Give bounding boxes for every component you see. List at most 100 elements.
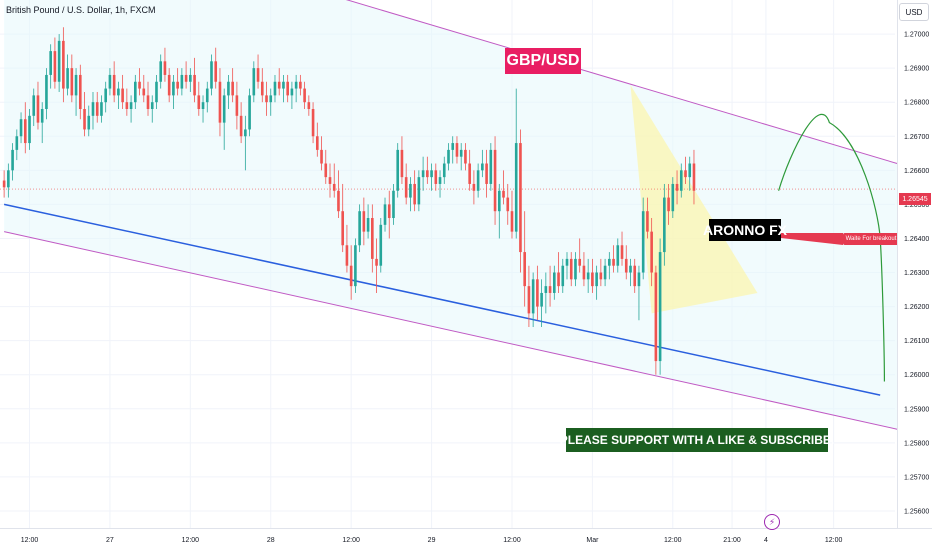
time-tick-label: 12:00: [503, 537, 521, 544]
candles: [2, 27, 696, 375]
candle-body: [345, 245, 349, 266]
candle-body: [404, 177, 408, 198]
candle-body: [612, 258, 615, 266]
candle-body: [396, 149, 400, 191]
candle-body: [142, 88, 146, 96]
candle-body: [620, 245, 624, 259]
candle-body: [650, 231, 653, 273]
candle-body: [349, 265, 353, 287]
candle-body: [485, 163, 488, 184]
candle-body: [646, 211, 649, 232]
candle-body: [282, 81, 285, 89]
candle-body: [438, 177, 442, 184]
candle-body: [328, 177, 332, 184]
candle-body: [184, 74, 188, 82]
candle-body: [294, 81, 298, 89]
currency-button[interactable]: USD: [899, 3, 929, 21]
candle-body: [214, 61, 218, 82]
candle-body: [320, 149, 323, 164]
candle-body: [239, 115, 243, 137]
candle-body: [70, 68, 74, 96]
symbol-title[interactable]: British Pound / U.S. Dollar, 1h, FXCM: [6, 5, 156, 15]
price-tick-label: 1.27000: [904, 32, 929, 39]
candle-body: [227, 81, 230, 96]
price-tick-label: 1.26300: [904, 270, 929, 277]
candle-body: [150, 102, 154, 110]
candle-body: [40, 109, 44, 123]
candle-body: [290, 88, 294, 96]
price-tick-label: 1.25600: [904, 508, 929, 515]
candle-body: [358, 211, 361, 246]
candle-body: [163, 61, 167, 75]
candle-body: [277, 81, 281, 89]
candle-body: [303, 88, 306, 103]
candle-body: [548, 286, 552, 293]
candle-body: [2, 180, 6, 188]
candle-body: [527, 286, 531, 314]
time-tick-label: 21:00: [723, 537, 741, 544]
price-tick-label: 1.26000: [904, 372, 929, 379]
candle-body: [569, 258, 573, 280]
candle-body: [23, 119, 27, 144]
candle-body: [464, 149, 467, 164]
candle-body: [472, 183, 476, 191]
candle-body: [455, 143, 459, 157]
candle-body: [95, 102, 99, 116]
candle-body: [354, 245, 357, 287]
time-tick-label: Mar: [586, 537, 599, 544]
candle-body: [434, 170, 438, 184]
channel: [0, 0, 898, 430]
candle-body: [36, 95, 40, 123]
candle-body: [667, 197, 670, 212]
candle-body: [62, 40, 65, 89]
candle-body: [146, 95, 150, 110]
candle-body: [599, 272, 603, 280]
candle-body: [11, 149, 14, 171]
candle-body: [45, 74, 48, 110]
candle-body: [616, 245, 620, 266]
candle-body: [684, 170, 687, 178]
candle-body: [87, 115, 91, 130]
candle-body: [197, 95, 201, 110]
candle-body: [307, 102, 311, 110]
lightning-icon[interactable]: ⚡: [764, 514, 780, 530]
candle-body: [383, 204, 387, 225]
time-tick-label: 12:00: [664, 537, 682, 544]
candle-body: [392, 190, 395, 219]
candle-body: [260, 81, 264, 96]
candle-body: [159, 61, 163, 82]
candle-body: [565, 258, 569, 266]
candle-body: [205, 88, 209, 103]
candle-body: [671, 183, 675, 212]
candle-body: [468, 163, 471, 184]
time-axis-labels: 12:00 27 12:00 28 12:00 29 12:00 Mar 12:00 21:00 4…: [21, 537, 843, 544]
projection-curve: [778, 113, 886, 382]
candle-body: [125, 102, 129, 110]
time-axis[interactable]: 12:00 27 12:00 28 12:00 29 12:00 Mar 12:00 21:00 4…: [0, 528, 932, 551]
candle-body: [540, 292, 543, 307]
candle-body: [510, 211, 514, 232]
candle-body: [231, 81, 234, 96]
candle-body: [557, 272, 560, 287]
time-tick-label: 12:00: [825, 537, 843, 544]
candle-body: [337, 190, 340, 212]
candle-body: [176, 81, 179, 89]
candle-body: [552, 272, 556, 293]
candle-body: [299, 81, 302, 89]
candle-body: [663, 197, 666, 253]
channel-fill: [4, 0, 898, 430]
candle-body: [544, 286, 548, 293]
harmonic-pattern-right: [732, 102, 860, 341]
candle-body: [286, 81, 289, 96]
candle-body: [586, 272, 590, 280]
price-axis[interactable]: 1.27000 1.26900 1.26800 1.26700 1.26600 1.265…: [897, 0, 932, 550]
candle-body: [519, 143, 522, 253]
candle-body: [608, 258, 611, 266]
candle-body: [155, 81, 158, 103]
candle-body: [362, 211, 366, 232]
candle-body: [248, 95, 251, 130]
price-tick-label: 1.26700: [904, 134, 929, 141]
candle-body: [121, 88, 124, 103]
